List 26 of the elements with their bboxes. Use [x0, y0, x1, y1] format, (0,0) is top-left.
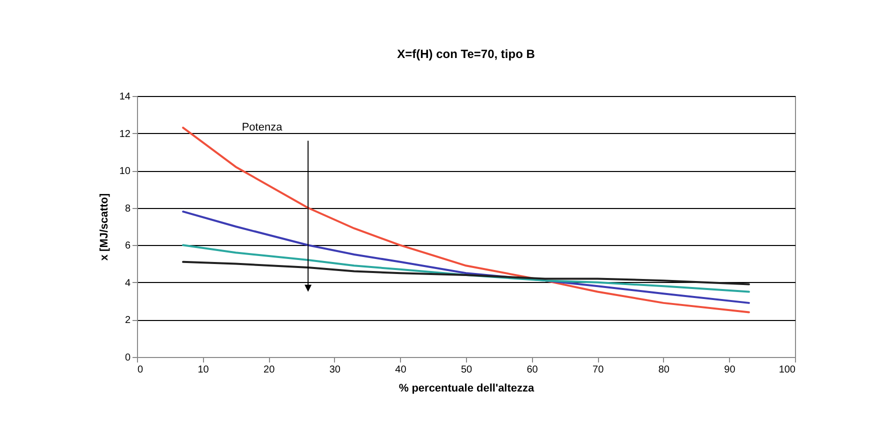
line-series [182, 210, 750, 304]
y-tick-label: 8 [124, 203, 131, 214]
x-tick-label: 20 [264, 364, 276, 376]
y-tick-label: 10 [119, 166, 131, 178]
x-tick-label: 40 [395, 364, 407, 376]
chart-title: X=f(H) con Te=70, tipo B [397, 47, 536, 61]
y-tick-label: 0 [124, 352, 131, 364]
x-tick-label: 80 [658, 364, 670, 376]
x-tick-label: 0 [138, 364, 144, 376]
x-tick-label: 10 [198, 364, 210, 376]
x-axis-title: % percentuale dell'altezza [398, 382, 536, 394]
x-tick-label: 50 [460, 364, 472, 376]
y-axis-title: x [MJ/scatto] [98, 193, 110, 261]
y-tick-label: 6 [124, 240, 131, 252]
line-series [182, 244, 750, 293]
annotation: Potenza [242, 122, 284, 134]
x-tick-label: 70 [592, 364, 604, 376]
line-series [182, 260, 750, 286]
y-tick-label: 2 [124, 315, 131, 326]
x-tick-label: 30 [329, 364, 341, 376]
x-tick-label: 100 [778, 364, 796, 376]
y-tick-label: 4 [124, 278, 131, 289]
x-tick-label: 90 [724, 364, 736, 376]
x-tick-label: 60 [526, 364, 538, 376]
y-tick-label: 12 [119, 128, 131, 140]
y-tick-label: 14 [119, 92, 131, 102]
